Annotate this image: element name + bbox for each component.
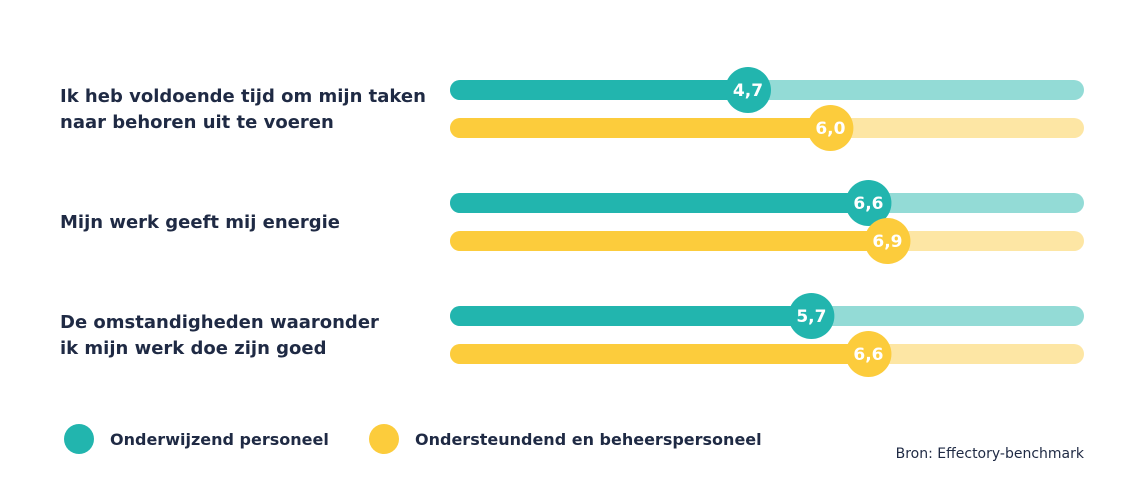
value-label: 6,6	[853, 194, 883, 214]
value-label: 6,9	[872, 232, 902, 252]
value-label: 6,0	[815, 119, 845, 139]
legend-label: Onderwijzend personeel	[110, 430, 329, 449]
legend-swatch	[369, 424, 399, 454]
value-label: 4,7	[733, 81, 763, 101]
bar	[450, 344, 869, 364]
bar	[450, 193, 869, 213]
bar	[450, 306, 812, 326]
value-label: 6,6	[853, 345, 883, 365]
value-marker	[864, 218, 911, 264]
question-label: De omstandigheden waaronder	[60, 312, 379, 333]
value-marker	[724, 67, 771, 113]
question-label: naar behoren uit te voeren	[60, 112, 334, 133]
value-label: 5,7	[796, 307, 826, 327]
value-marker	[845, 180, 892, 226]
value-marker	[845, 331, 892, 377]
bar	[450, 118, 831, 138]
question-label: Ik heb voldoende tijd om mijn taken	[60, 86, 426, 107]
value-marker	[788, 293, 835, 339]
bar	[450, 80, 748, 100]
legend-swatch	[64, 424, 94, 454]
legend-label: Ondersteundend en beheerspersoneel	[415, 430, 762, 449]
source-note: Bron: Effectory-benchmark	[896, 446, 1085, 462]
value-marker	[807, 105, 854, 151]
question-label: ik mijn werk doe zijn goed	[60, 338, 327, 359]
bar	[450, 231, 888, 251]
question-label: Mijn werk geeft mij energie	[60, 212, 340, 233]
